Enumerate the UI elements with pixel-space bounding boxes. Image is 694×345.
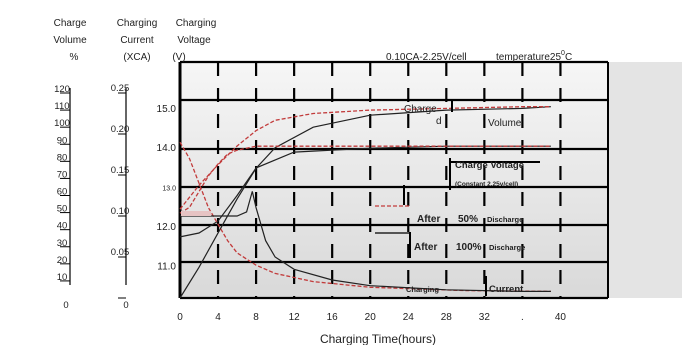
ticks-charging-voltage: 15.0 14.0 13.0 12.0 11.0 [157, 104, 177, 273]
tick-label-x: 40 [555, 312, 567, 323]
right-band [608, 62, 682, 298]
axis-title-line: Charging [117, 18, 158, 29]
tick-label-x: . [521, 312, 524, 323]
tick-label-current: 0.10 [111, 206, 130, 217]
axis-title-line: % [70, 52, 79, 63]
annotation-discharge-100: Discharge [489, 243, 525, 252]
annotation-volume: Volume [488, 118, 522, 129]
annotation-charge: Charge [404, 104, 437, 115]
grid-vertical [216, 62, 609, 298]
tick-label-volume: 100 [54, 118, 70, 129]
start-marker [181, 211, 211, 216]
annotations: Charge d Volume Charge Voltage (Constant… [404, 104, 525, 295]
temperature-label: temperature250C [496, 50, 572, 63]
annotation-50-percent: 50% [458, 214, 478, 225]
plot-background [180, 62, 608, 298]
axis-title-line: Volume [53, 35, 87, 46]
series-line-charging-voltage-after-100%-discharge [179, 145, 551, 238]
tick-label-volume: 50 [57, 204, 68, 215]
tick-label-x: 4 [215, 312, 221, 323]
tick-label-x: 12 [289, 312, 301, 323]
annotation-charging: Charging [406, 285, 439, 294]
tick-label-volume: 0 [63, 300, 68, 311]
series-group [179, 106, 551, 299]
tick-label-voltage: 11.0 [157, 261, 176, 272]
annotation-100-percent: 100% [456, 242, 482, 253]
axis-title-charging-current: Charging Current (XCA) [117, 18, 158, 63]
annotation-constant: (Constant 2.25v/cell) [455, 181, 518, 188]
axis-title-line: Current [120, 35, 154, 46]
tick-label-current: 0 [123, 300, 128, 311]
axis-title-charge-volume: Charge Volume % [53, 18, 87, 63]
x-axis-label: Charging Time(hours) [320, 332, 436, 345]
tick-label-volume: 30 [57, 238, 68, 249]
tick-label-x: 16 [327, 312, 339, 323]
tick-label-volume: 20 [57, 255, 68, 266]
series-line-charge-volume-after-100%-discharge [179, 106, 551, 299]
annotation-after-50: After [417, 214, 440, 225]
tick-label-volume: 90 [57, 135, 68, 146]
annotation-charge-d: d [436, 116, 442, 127]
tick-label-volume: 70 [57, 169, 68, 180]
tick-label-current: 0.15 [111, 165, 130, 176]
tick-label-volume: 120 [54, 84, 70, 95]
series-line-charge-volume-after-50%-discharge [179, 106, 551, 210]
annotation-charge-voltage: Charge Voltage [455, 160, 524, 171]
tick-label-volume: 80 [57, 152, 68, 163]
tick-label-x: 0 [177, 312, 183, 323]
axis-title-charging-voltage: Charging Voltage (V) [172, 18, 216, 63]
tick-label-voltage: 13.0 [162, 186, 176, 193]
annotation-current: Current [489, 284, 524, 295]
tick-label-x: 20 [365, 312, 377, 323]
series-line-charging-current-after-50%-discharge [179, 141, 551, 293]
tick-label-volume: 60 [57, 187, 68, 198]
tick-label-x: 32 [479, 312, 491, 323]
tick-label-current: 0.05 [111, 247, 130, 258]
tick-label-voltage: 14.0 [157, 143, 177, 154]
tick-label-x: 28 [441, 312, 453, 323]
tick-label-x: 8 [253, 312, 259, 323]
condition-label: 0.10CA-2.25V/cell [386, 52, 467, 63]
tick-label-volume: 110 [54, 101, 69, 112]
axis-title-line: (V) [172, 52, 185, 63]
tick-label-voltage: 12.0 [157, 222, 177, 233]
axis-title-line: Voltage [177, 35, 211, 46]
tick-label-current: 0.25 [111, 83, 130, 94]
annotation-decorations [181, 99, 540, 296]
axis-title-line: Charging [176, 18, 217, 29]
tick-label-volume: 40 [57, 221, 68, 232]
ticks-x: 0 4 8 12 16 20 24 28 32. 40 [177, 312, 566, 323]
tick-label-volume: 10 [57, 272, 68, 283]
annotation-discharge-50: Discharge [487, 215, 523, 224]
axis-title-line: Charge [54, 18, 87, 29]
tick-label-current: 0.20 [111, 124, 130, 135]
series-line-charging-current-after-100%-discharge [180, 191, 551, 292]
axis-title-line: (XCA) [123, 52, 150, 63]
tick-label-x: 24 [403, 312, 415, 323]
tick-label-voltage: 15.0 [157, 104, 177, 115]
annotation-after-100: After [414, 242, 437, 253]
ticks-charging-current: 0.25 0.20 0.15 0.10 0.05 0 [111, 83, 130, 311]
